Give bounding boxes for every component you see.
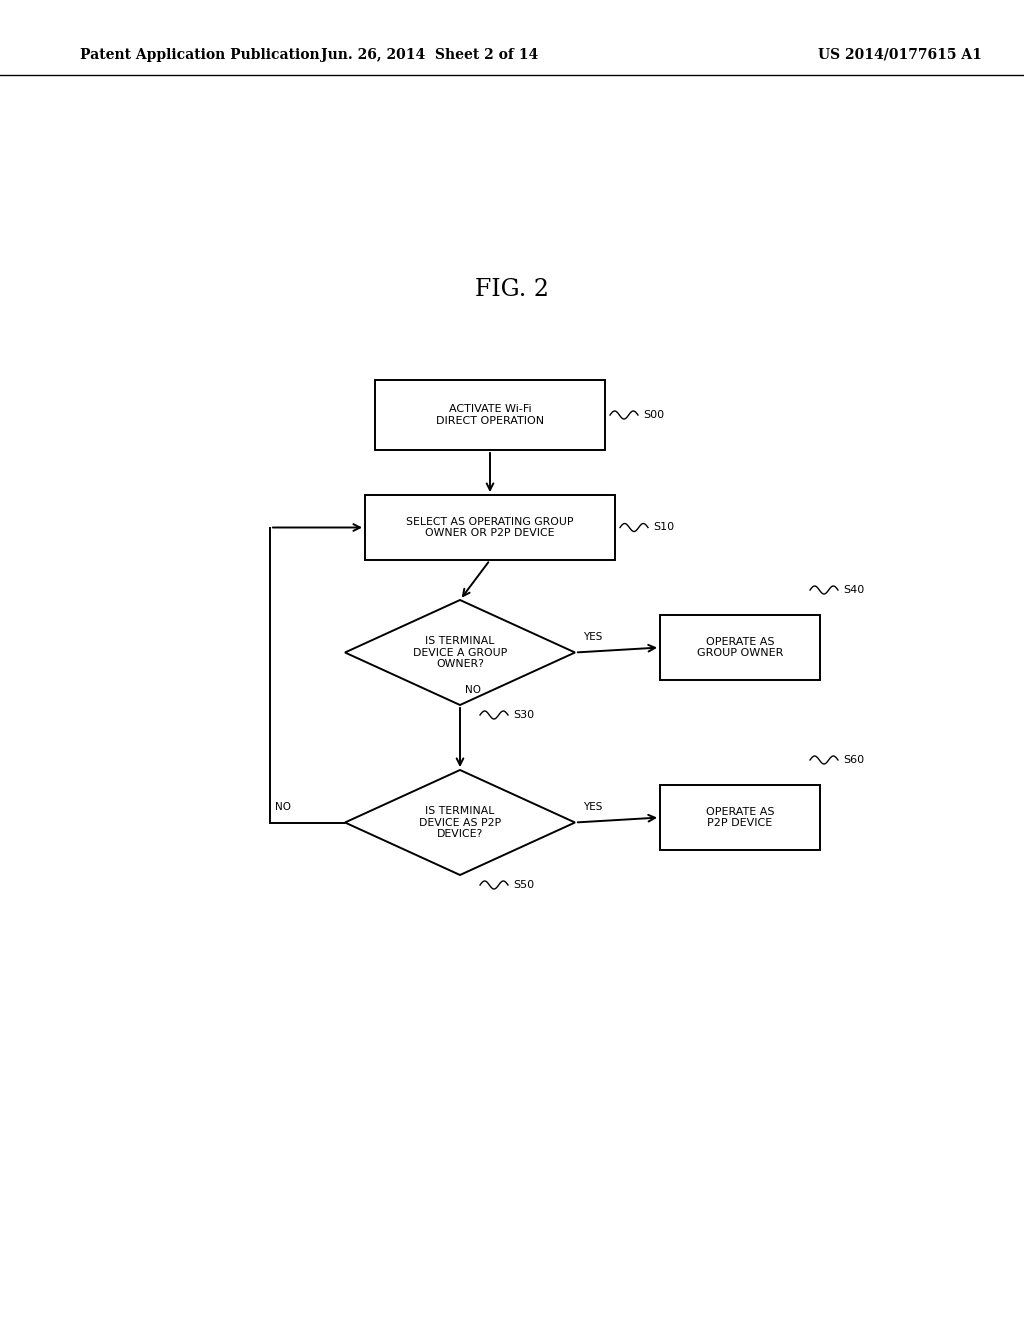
- Bar: [375, 380, 605, 450]
- Text: NO: NO: [275, 803, 291, 813]
- Text: S00: S00: [643, 411, 665, 420]
- Text: S30: S30: [513, 710, 535, 719]
- Text: NO: NO: [465, 685, 481, 696]
- Bar: [660, 615, 820, 680]
- Polygon shape: [345, 601, 575, 705]
- Bar: [660, 785, 820, 850]
- Text: ACTIVATE Wi-Fi
DIRECT OPERATION: ACTIVATE Wi-Fi DIRECT OPERATION: [436, 404, 544, 426]
- Text: S40: S40: [843, 585, 864, 595]
- Text: YES: YES: [583, 803, 602, 813]
- Polygon shape: [345, 770, 575, 875]
- Text: Patent Application Publication: Patent Application Publication: [80, 48, 319, 62]
- Text: FIG. 2: FIG. 2: [475, 279, 549, 301]
- Text: Jun. 26, 2014  Sheet 2 of 14: Jun. 26, 2014 Sheet 2 of 14: [322, 48, 539, 62]
- Text: IS TERMINAL
DEVICE A GROUP
OWNER?: IS TERMINAL DEVICE A GROUP OWNER?: [413, 636, 507, 669]
- Text: OPERATE AS
GROUP OWNER: OPERATE AS GROUP OWNER: [696, 636, 783, 659]
- Text: S10: S10: [653, 523, 674, 532]
- Text: YES: YES: [583, 632, 602, 643]
- Text: S60: S60: [843, 755, 864, 766]
- Text: IS TERMINAL
DEVICE AS P2P
DEVICE?: IS TERMINAL DEVICE AS P2P DEVICE?: [419, 807, 501, 840]
- Bar: [365, 495, 615, 560]
- Text: US 2014/0177615 A1: US 2014/0177615 A1: [818, 48, 982, 62]
- Text: OPERATE AS
P2P DEVICE: OPERATE AS P2P DEVICE: [706, 807, 774, 829]
- Text: SELECT AS OPERATING GROUP
OWNER OR P2P DEVICE: SELECT AS OPERATING GROUP OWNER OR P2P D…: [407, 516, 573, 539]
- Text: S50: S50: [513, 880, 535, 890]
